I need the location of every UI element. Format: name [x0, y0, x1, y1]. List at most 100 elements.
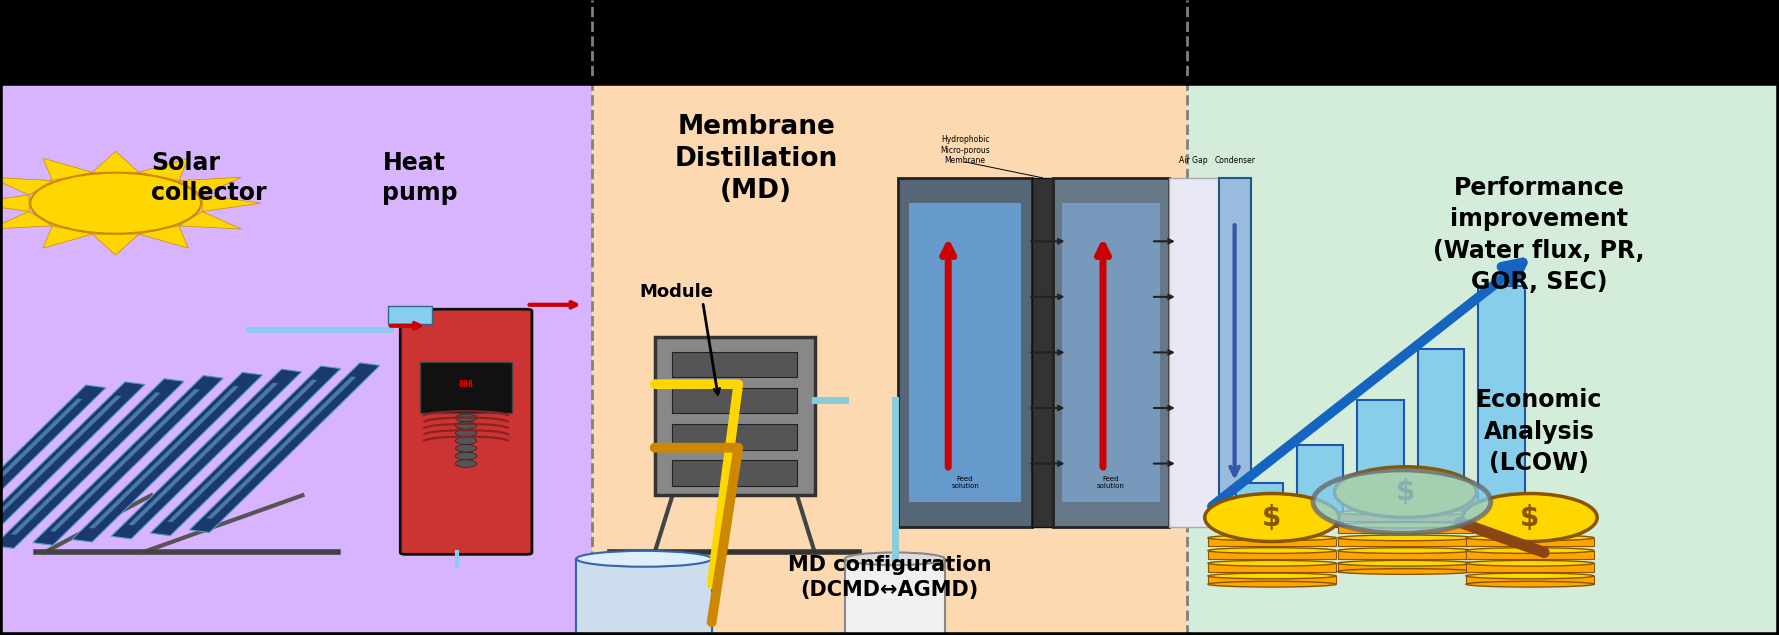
Polygon shape [189, 363, 381, 533]
Polygon shape [32, 375, 224, 545]
FancyBboxPatch shape [1338, 512, 1473, 521]
FancyBboxPatch shape [672, 352, 797, 377]
Circle shape [1204, 493, 1340, 542]
Polygon shape [0, 195, 28, 211]
Polygon shape [139, 226, 189, 248]
FancyBboxPatch shape [1338, 551, 1473, 559]
Polygon shape [0, 177, 52, 195]
FancyBboxPatch shape [1466, 563, 1594, 572]
Polygon shape [149, 366, 342, 536]
Circle shape [455, 414, 477, 422]
Polygon shape [180, 211, 242, 229]
Ellipse shape [1338, 509, 1473, 516]
FancyBboxPatch shape [1466, 538, 1594, 546]
Circle shape [455, 452, 477, 460]
FancyBboxPatch shape [672, 460, 797, 486]
Text: Air Gap: Air Gap [1179, 156, 1208, 165]
Ellipse shape [576, 551, 712, 567]
Polygon shape [203, 195, 262, 211]
Text: 888: 888 [459, 380, 473, 389]
Text: $: $ [1263, 504, 1281, 531]
FancyBboxPatch shape [1338, 563, 1473, 572]
Polygon shape [11, 392, 160, 535]
FancyBboxPatch shape [655, 337, 815, 495]
Text: MD configuration
(DCMD↔AGMD): MD configuration (DCMD↔AGMD) [788, 556, 991, 600]
Text: Heat
pump: Heat pump [382, 151, 459, 204]
FancyBboxPatch shape [1053, 178, 1169, 527]
FancyBboxPatch shape [0, 83, 592, 635]
Text: Feed
solution: Feed solution [952, 476, 978, 489]
Polygon shape [89, 386, 238, 528]
Text: $: $ [1397, 478, 1414, 506]
FancyBboxPatch shape [1236, 483, 1283, 527]
FancyBboxPatch shape [592, 83, 1187, 635]
FancyBboxPatch shape [1169, 178, 1219, 527]
Ellipse shape [1466, 547, 1594, 553]
Text: Hydrophobic
Micro-porous
Membrane: Hydrophobic Micro-porous Membrane [941, 135, 989, 165]
Text: Feed
solution: Feed solution [1098, 476, 1124, 489]
FancyBboxPatch shape [672, 388, 797, 413]
Polygon shape [167, 380, 317, 522]
Ellipse shape [1338, 561, 1473, 566]
Ellipse shape [845, 552, 945, 565]
FancyBboxPatch shape [1062, 203, 1160, 502]
FancyBboxPatch shape [1297, 444, 1343, 527]
Circle shape [455, 422, 477, 429]
Ellipse shape [1338, 522, 1473, 528]
Circle shape [455, 444, 477, 452]
Text: Economic
Analysis
(LCOW): Economic Analysis (LCOW) [1475, 388, 1603, 476]
FancyBboxPatch shape [1357, 400, 1404, 527]
Ellipse shape [1466, 561, 1594, 566]
Ellipse shape [1338, 535, 1473, 540]
FancyBboxPatch shape [898, 178, 1032, 527]
Polygon shape [43, 226, 93, 248]
Circle shape [1313, 470, 1491, 533]
Polygon shape [0, 211, 52, 229]
Ellipse shape [1466, 535, 1594, 540]
FancyBboxPatch shape [1418, 349, 1464, 527]
Polygon shape [139, 158, 189, 180]
Ellipse shape [1466, 573, 1594, 579]
Circle shape [455, 437, 477, 444]
Ellipse shape [1208, 561, 1336, 566]
Polygon shape [180, 177, 242, 195]
Ellipse shape [1208, 547, 1336, 553]
FancyBboxPatch shape [909, 203, 1021, 502]
FancyBboxPatch shape [1466, 551, 1594, 559]
FancyBboxPatch shape [576, 559, 712, 635]
Polygon shape [110, 369, 302, 539]
Polygon shape [93, 234, 139, 255]
Circle shape [455, 460, 477, 467]
Text: $: $ [1521, 504, 1539, 531]
Circle shape [30, 173, 201, 234]
Polygon shape [0, 378, 185, 549]
Ellipse shape [1466, 582, 1594, 587]
Circle shape [1334, 467, 1477, 518]
Polygon shape [43, 158, 93, 180]
Polygon shape [128, 383, 278, 525]
Polygon shape [0, 385, 107, 555]
FancyBboxPatch shape [1338, 525, 1473, 533]
Text: Membrane
Distillation
(MD): Membrane Distillation (MD) [674, 114, 838, 204]
Ellipse shape [1208, 582, 1336, 587]
FancyBboxPatch shape [1032, 178, 1053, 527]
Polygon shape [0, 396, 121, 538]
Ellipse shape [1338, 569, 1473, 574]
FancyBboxPatch shape [1478, 286, 1525, 527]
FancyBboxPatch shape [1208, 538, 1336, 546]
Text: Condenser: Condenser [1213, 156, 1256, 165]
Circle shape [1462, 493, 1598, 542]
Circle shape [455, 429, 477, 437]
Text: Solar
collector: Solar collector [151, 151, 267, 204]
Polygon shape [71, 372, 263, 542]
FancyBboxPatch shape [845, 559, 945, 635]
Ellipse shape [1208, 535, 1336, 540]
Text: Module: Module [639, 283, 713, 301]
FancyBboxPatch shape [388, 306, 432, 324]
Polygon shape [206, 377, 356, 519]
Polygon shape [50, 389, 199, 531]
FancyBboxPatch shape [1208, 576, 1336, 584]
Ellipse shape [1338, 547, 1473, 553]
Polygon shape [0, 382, 146, 552]
Polygon shape [93, 151, 139, 172]
